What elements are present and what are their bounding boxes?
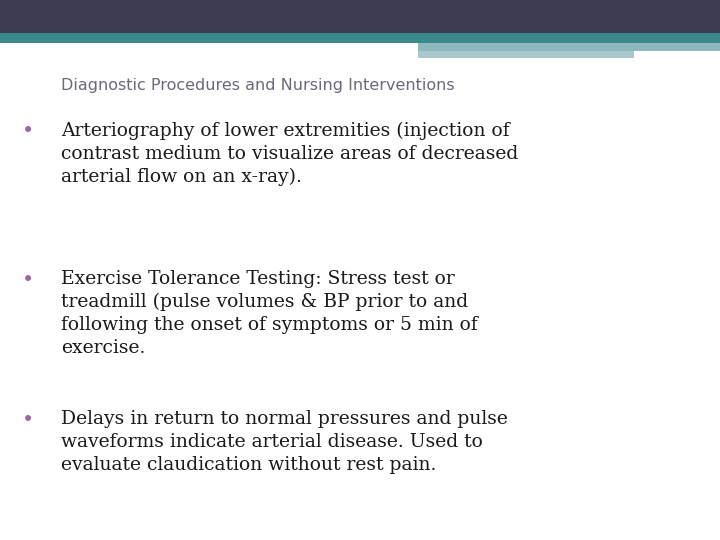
Text: Exercise Tolerance Testing: Stress test or
treadmill (pulse volumes & BP prior t: Exercise Tolerance Testing: Stress test … [61,270,478,357]
Text: •: • [22,410,34,430]
Text: Diagnostic Procedures and Nursing Interventions: Diagnostic Procedures and Nursing Interv… [61,78,455,93]
Text: •: • [22,270,34,290]
Text: Delays in return to normal pressures and pulse
waveforms indicate arterial disea: Delays in return to normal pressures and… [61,410,508,474]
Text: •: • [22,122,34,141]
Text: Arteriography of lower extremities (injection of
contrast medium to visualize ar: Arteriography of lower extremities (inje… [61,122,518,186]
